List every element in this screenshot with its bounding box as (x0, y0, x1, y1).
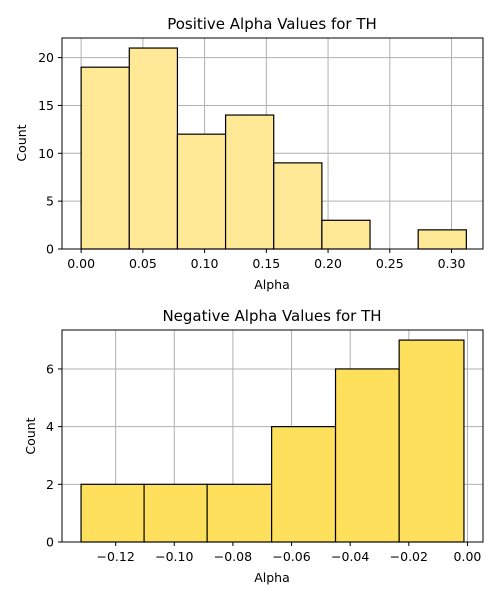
x-tick-label: −0.12 (96, 549, 134, 564)
x-tick-label: 0.00 (454, 549, 482, 564)
y-tick-label: 6 (46, 361, 54, 376)
x-axis-label: Alpha (254, 277, 290, 292)
y-tick-label: 2 (46, 477, 54, 492)
histogram-bar (273, 162, 323, 250)
histogram-bar (417, 229, 467, 250)
x-tick-label: −0.02 (390, 549, 428, 564)
histogram-bar (398, 339, 465, 543)
x-tick-label: 0.20 (314, 256, 342, 271)
histogram-bar (176, 133, 227, 250)
histogram-bar (334, 368, 400, 543)
plot-frame (61, 329, 484, 543)
chart-negative-alpha: Negative Alpha Values for TH Alpha Count… (23, 307, 484, 585)
x-tick-label: −0.08 (214, 549, 252, 564)
y-tick-label: 20 (38, 50, 54, 65)
x-tick-label: 0.10 (191, 256, 219, 271)
histogram-bar (224, 114, 275, 250)
y-tick-label: 0 (46, 242, 54, 257)
y-tick-label: 5 (46, 194, 54, 209)
x-tick-label: 0.15 (252, 256, 280, 271)
histogram-bar (80, 483, 145, 543)
y-tick-label: 4 (46, 419, 54, 434)
x-tick-label: −0.10 (155, 549, 193, 564)
x-tick-label: 0.05 (129, 256, 157, 271)
x-tick-label: 0.00 (67, 256, 95, 271)
x-tick-label: 0.30 (438, 256, 466, 271)
x-tick-label: 0.25 (376, 256, 404, 271)
x-axis-label: Alpha (254, 570, 290, 585)
x-tick-label: −0.06 (272, 549, 310, 564)
y-tick-label: 15 (38, 98, 54, 113)
x-tick-label: −0.04 (331, 549, 369, 564)
chart-title: Negative Alpha Values for TH (162, 307, 381, 325)
histogram-bar (321, 219, 371, 250)
y-tick-label: 0 (46, 535, 54, 550)
chart-title: Positive Alpha Values for TH (167, 15, 377, 33)
y-axis-label: Count (14, 124, 29, 161)
y-tick-label: 10 (38, 146, 54, 161)
chart-positive-alpha: Positive Alpha Values for TH Alpha Count… (14, 15, 484, 292)
histogram-bar (128, 47, 179, 250)
y-axis-label: Count (23, 417, 38, 454)
histogram-bar (206, 483, 273, 543)
plot-frame (61, 37, 484, 250)
histogram-bar (80, 66, 130, 250)
histogram-bar (271, 426, 337, 543)
histogram-bar (143, 483, 208, 543)
